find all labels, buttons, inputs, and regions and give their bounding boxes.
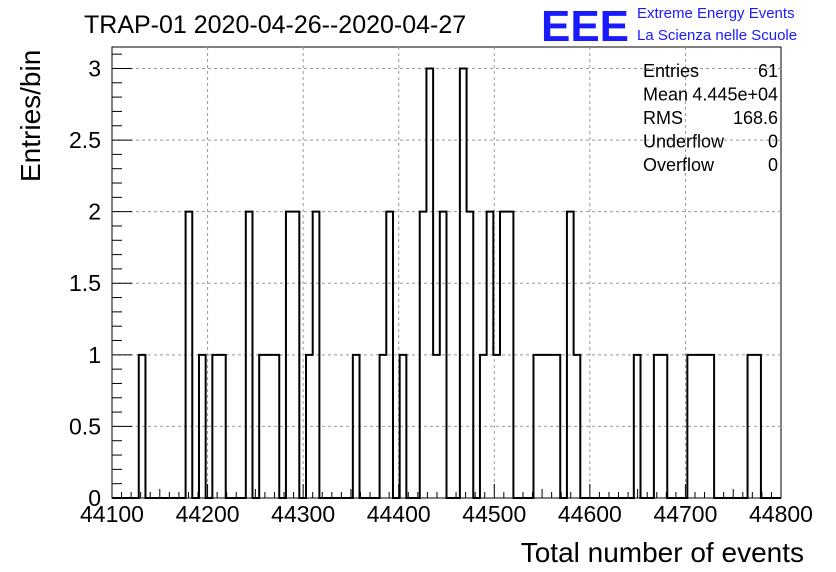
chart-title: TRAP-01 2020-04-26--2020-04-27 <box>84 11 466 39</box>
x-tick-label: 44400 <box>367 501 431 527</box>
histogram-series <box>112 67 781 499</box>
histogram-bin <box>266 355 273 498</box>
stats-label: Mean <box>643 85 688 105</box>
histogram-bin <box>386 212 393 498</box>
histogram-bin <box>259 355 266 498</box>
x-tick-label: 44600 <box>558 501 622 527</box>
y-tick-label: 1.5 <box>69 270 101 296</box>
y-axis-label: Entries/bin <box>15 50 46 182</box>
histogram-bin <box>426 68 433 498</box>
x-tick-label: 44700 <box>653 501 717 527</box>
histogram-bin <box>707 355 714 498</box>
stats-label: RMS <box>643 108 683 128</box>
histogram-bin <box>400 355 407 498</box>
histogram-bin <box>694 355 701 498</box>
stats-value: 61 <box>758 61 778 81</box>
histogram-bin <box>748 355 755 498</box>
logo-line-2: La Scienza nelle Scuole <box>637 27 797 44</box>
stats-label: Overflow <box>643 155 715 175</box>
stats-value: 4.445e+04 <box>692 85 778 105</box>
histogram-bin <box>212 355 219 498</box>
histogram-bin <box>420 212 427 498</box>
histogram-bin <box>701 355 708 498</box>
histogram-bin <box>480 355 487 498</box>
histogram-bin <box>540 355 547 498</box>
histogram-bin <box>293 212 300 498</box>
histogram-bin <box>313 212 320 498</box>
x-tick-label: 44200 <box>176 501 240 527</box>
stats-value: 0 <box>768 132 778 152</box>
histogram-bin <box>433 355 440 498</box>
histogram-bin <box>654 355 661 498</box>
histogram-outline <box>112 67 781 499</box>
x-tick-label: 44500 <box>462 501 526 527</box>
histogram-bin <box>547 355 554 498</box>
histogram-bin <box>467 212 474 498</box>
histogram-bin <box>661 355 668 498</box>
histogram-bin <box>246 212 253 498</box>
histogram-bin <box>754 355 761 498</box>
logo-mark: EEE <box>541 2 629 51</box>
x-tick-label: 44800 <box>749 501 813 527</box>
histogram-bin <box>199 355 206 498</box>
axis-ticks <box>111 53 782 499</box>
histogram-bin <box>460 68 467 498</box>
histogram-bin <box>380 355 387 498</box>
y-tick-label: 2.5 <box>69 127 101 153</box>
x-tick-labels: 44100 44200 44300 44400 44500 44600 44700 44800 <box>80 501 813 527</box>
y-tick-label: 0.5 <box>69 413 101 439</box>
histogram-bin <box>487 212 494 498</box>
histogram-bin <box>186 212 193 498</box>
histogram-bin <box>687 355 694 498</box>
histogram-bin <box>500 212 507 498</box>
histogram-bin <box>554 355 561 498</box>
histogram-bin <box>139 355 146 498</box>
y-tick-label: 2 <box>88 199 101 225</box>
y-tick-label: 0 <box>88 485 101 511</box>
stats-label: Underflow <box>643 132 725 152</box>
stats-box: Entries 61 Mean 4.445e+04 RMS 168.6 Underflow 0… <box>643 61 778 175</box>
x-tick-label: 44100 <box>80 501 144 527</box>
x-axis-label: Total number of events <box>521 537 804 568</box>
stats-value: 0 <box>768 155 778 175</box>
eee-logo: EEE Extreme Energy Events La Scienza nel… <box>541 2 797 51</box>
histogram-bin <box>507 212 514 498</box>
histogram-bin <box>574 355 581 498</box>
y-tick-label: 1 <box>88 342 101 368</box>
histogram-bin <box>634 355 641 498</box>
histogram-bin <box>567 212 574 498</box>
histogram-bin <box>219 355 226 498</box>
y-tick-labels: 0 0.5 1 1.5 2 2.5 3 <box>69 55 101 511</box>
histogram-bin <box>353 355 360 498</box>
y-tick-label: 3 <box>88 55 101 81</box>
histogram-bin <box>533 355 540 498</box>
stats-label: Entries <box>643 61 699 81</box>
stats-value: 168.6 <box>733 108 778 128</box>
x-tick-label: 44300 <box>271 501 335 527</box>
histogram-bin <box>493 355 500 498</box>
histogram-bin <box>440 212 447 498</box>
logo-line-1: Extreme Energy Events <box>637 5 795 22</box>
histogram-bin <box>286 212 293 498</box>
histogram-bin <box>273 355 280 498</box>
histogram-bin <box>306 355 313 498</box>
